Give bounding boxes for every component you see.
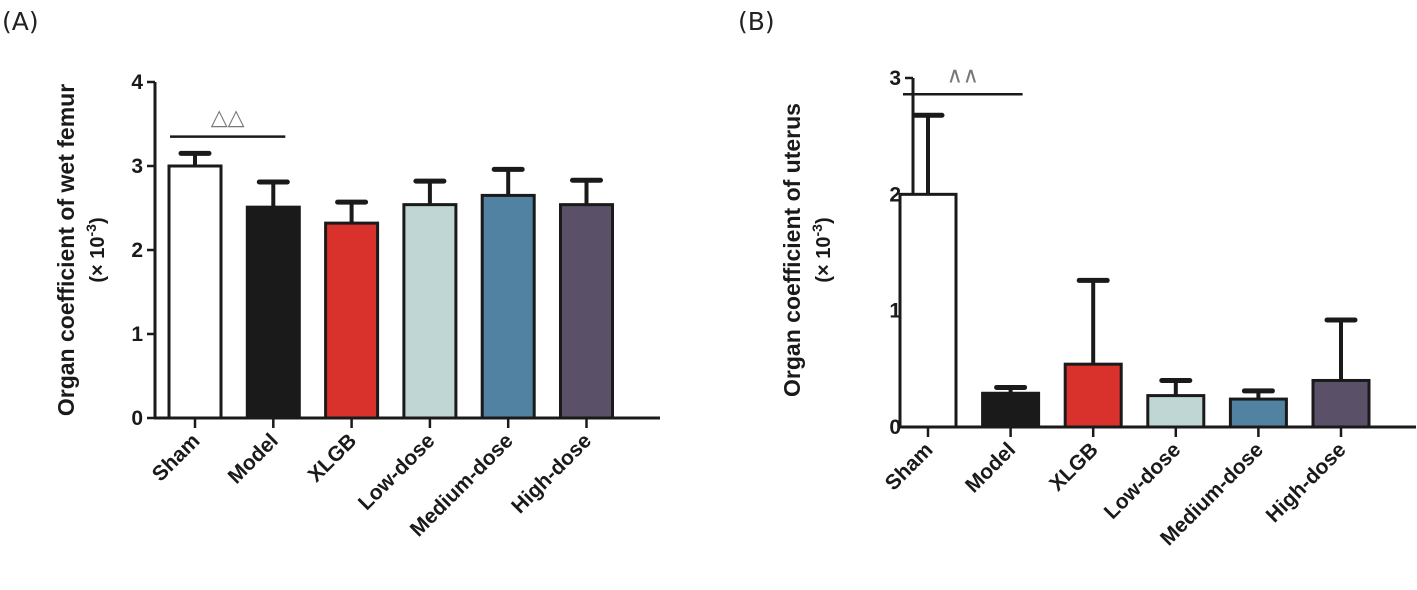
y-unit-prefix-a: (× 10 [87,236,109,282]
y-tick-label-a-2: 2 [131,239,143,262]
y-axis-title-text-b: Organ coefficient of uterus [779,103,805,397]
category-label-a-1: Model [224,429,283,488]
significance-marker-b: ∧∧ [947,63,979,88]
panel-label-a: (A) [2,7,39,36]
bar-b-1 [981,391,1041,429]
bar-a-5 [559,203,614,420]
bar-a-0 [167,164,223,420]
bar-a-1 [245,205,301,420]
chart-panel-a: (A) Organ coefficient of wet femur (× 10… [2,7,660,541]
bar-b-4 [1228,397,1288,429]
category-label-a-5: High-dose [507,429,596,518]
y-tick-label-b-2: 2 [889,183,901,206]
bar-a-3 [402,203,458,420]
chart-panel-b: (B) Organ coefficient of uterus (× 10-3)… [738,7,1416,550]
category-label-a-2: XLGB [304,429,362,487]
bar-b-2 [1063,362,1123,429]
y-unit-exp-b: -3 [809,224,825,237]
y-tick-label-b-3: 3 [889,67,901,90]
y-tick-label-b-0: 0 [889,416,901,439]
svg-text:(× 10-3): (× 10-3) [809,217,835,282]
bar-b-0 [898,192,958,429]
y-tick-label-a-3: 3 [131,155,143,178]
y-axis-unit-b: (× 10-3) [809,217,835,282]
y-axis-title-text-a: Organ coefficient of wet femur [53,84,79,416]
y-axis-unit-a: (× 10-3) [83,217,109,282]
category-label-b-2: XLGB [1045,438,1103,496]
y-tick-label-a-0: 0 [131,407,143,430]
category-label-a-3: Low-dose [354,429,440,515]
category-label-b-5: High-dose [1262,438,1351,527]
y-tick-label-b-1: 1 [889,300,901,323]
y-axis-title-b: Organ coefficient of uterus [779,103,805,397]
significance-marker-a: △△ [211,106,245,131]
y-unit-prefix-b: (× 10 [813,236,835,282]
bar-a-2 [324,221,380,420]
category-label-b-1: Model [961,438,1020,497]
y-axis-title-a: Organ coefficient of wet femur [53,84,79,416]
bar-b-3 [1146,394,1206,429]
y-tick-label-a-4: 4 [131,71,143,94]
bar-b-5 [1311,378,1371,429]
svg-text:(× 10-3): (× 10-3) [83,217,109,282]
y-unit-suffix-a: ) [87,217,109,224]
y-tick-label-a-1: 1 [131,323,143,346]
y-unit-exp-a: -3 [83,224,99,237]
category-label-a-0: Sham [148,429,205,486]
category-label-b-0: Sham [881,438,938,495]
y-unit-suffix-b: ) [813,217,835,224]
panel-label-b: (B) [738,7,775,36]
bar-a-4 [480,193,536,420]
category-label-b-3: Low-dose [1100,438,1186,524]
